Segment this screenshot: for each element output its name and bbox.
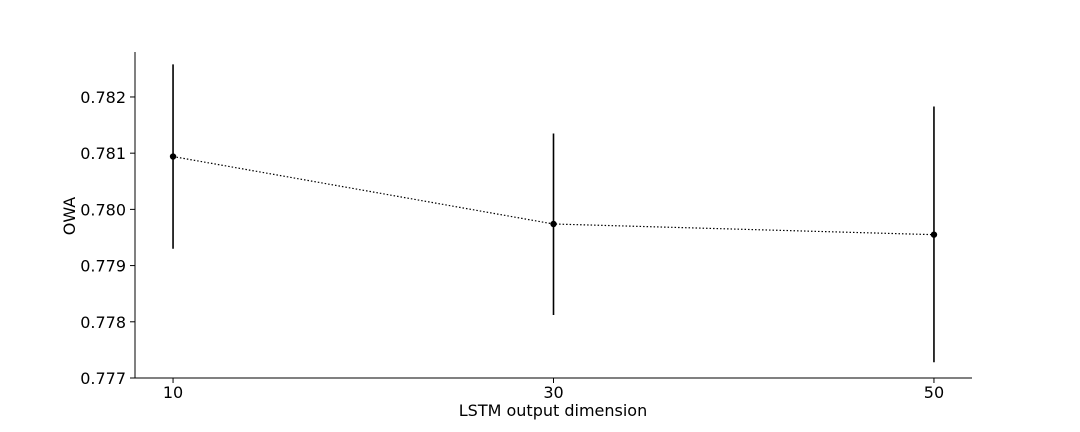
x-ticks: 10 30 50	[163, 378, 944, 402]
data-point	[550, 220, 557, 228]
y-tick-label: 0.782	[80, 88, 126, 107]
y-tick-label: 0.780	[80, 200, 126, 219]
y-axis-label: OWA	[60, 197, 79, 236]
x-tick-label: 10	[163, 383, 183, 402]
data-point	[169, 153, 177, 160]
y-ticks: 0.777 0.778 0.779 0.780 0.781 0.782	[80, 88, 135, 388]
x-tick-label: 30	[543, 383, 563, 402]
x-axis-label: LSTM output dimension	[459, 401, 647, 420]
series-layer	[169, 64, 938, 363]
y-tick-label: 0.778	[80, 313, 126, 332]
y-tick-label: 0.781	[80, 144, 126, 163]
y-tick-label: 0.779	[80, 257, 126, 276]
y-tick-label: 0.777	[80, 369, 126, 388]
plot-area: 0.777 0.778 0.779 0.780 0.781 0.782 10 30 50	[80, 52, 972, 402]
x-tick-label: 50	[924, 383, 944, 402]
data-point	[930, 231, 938, 238]
